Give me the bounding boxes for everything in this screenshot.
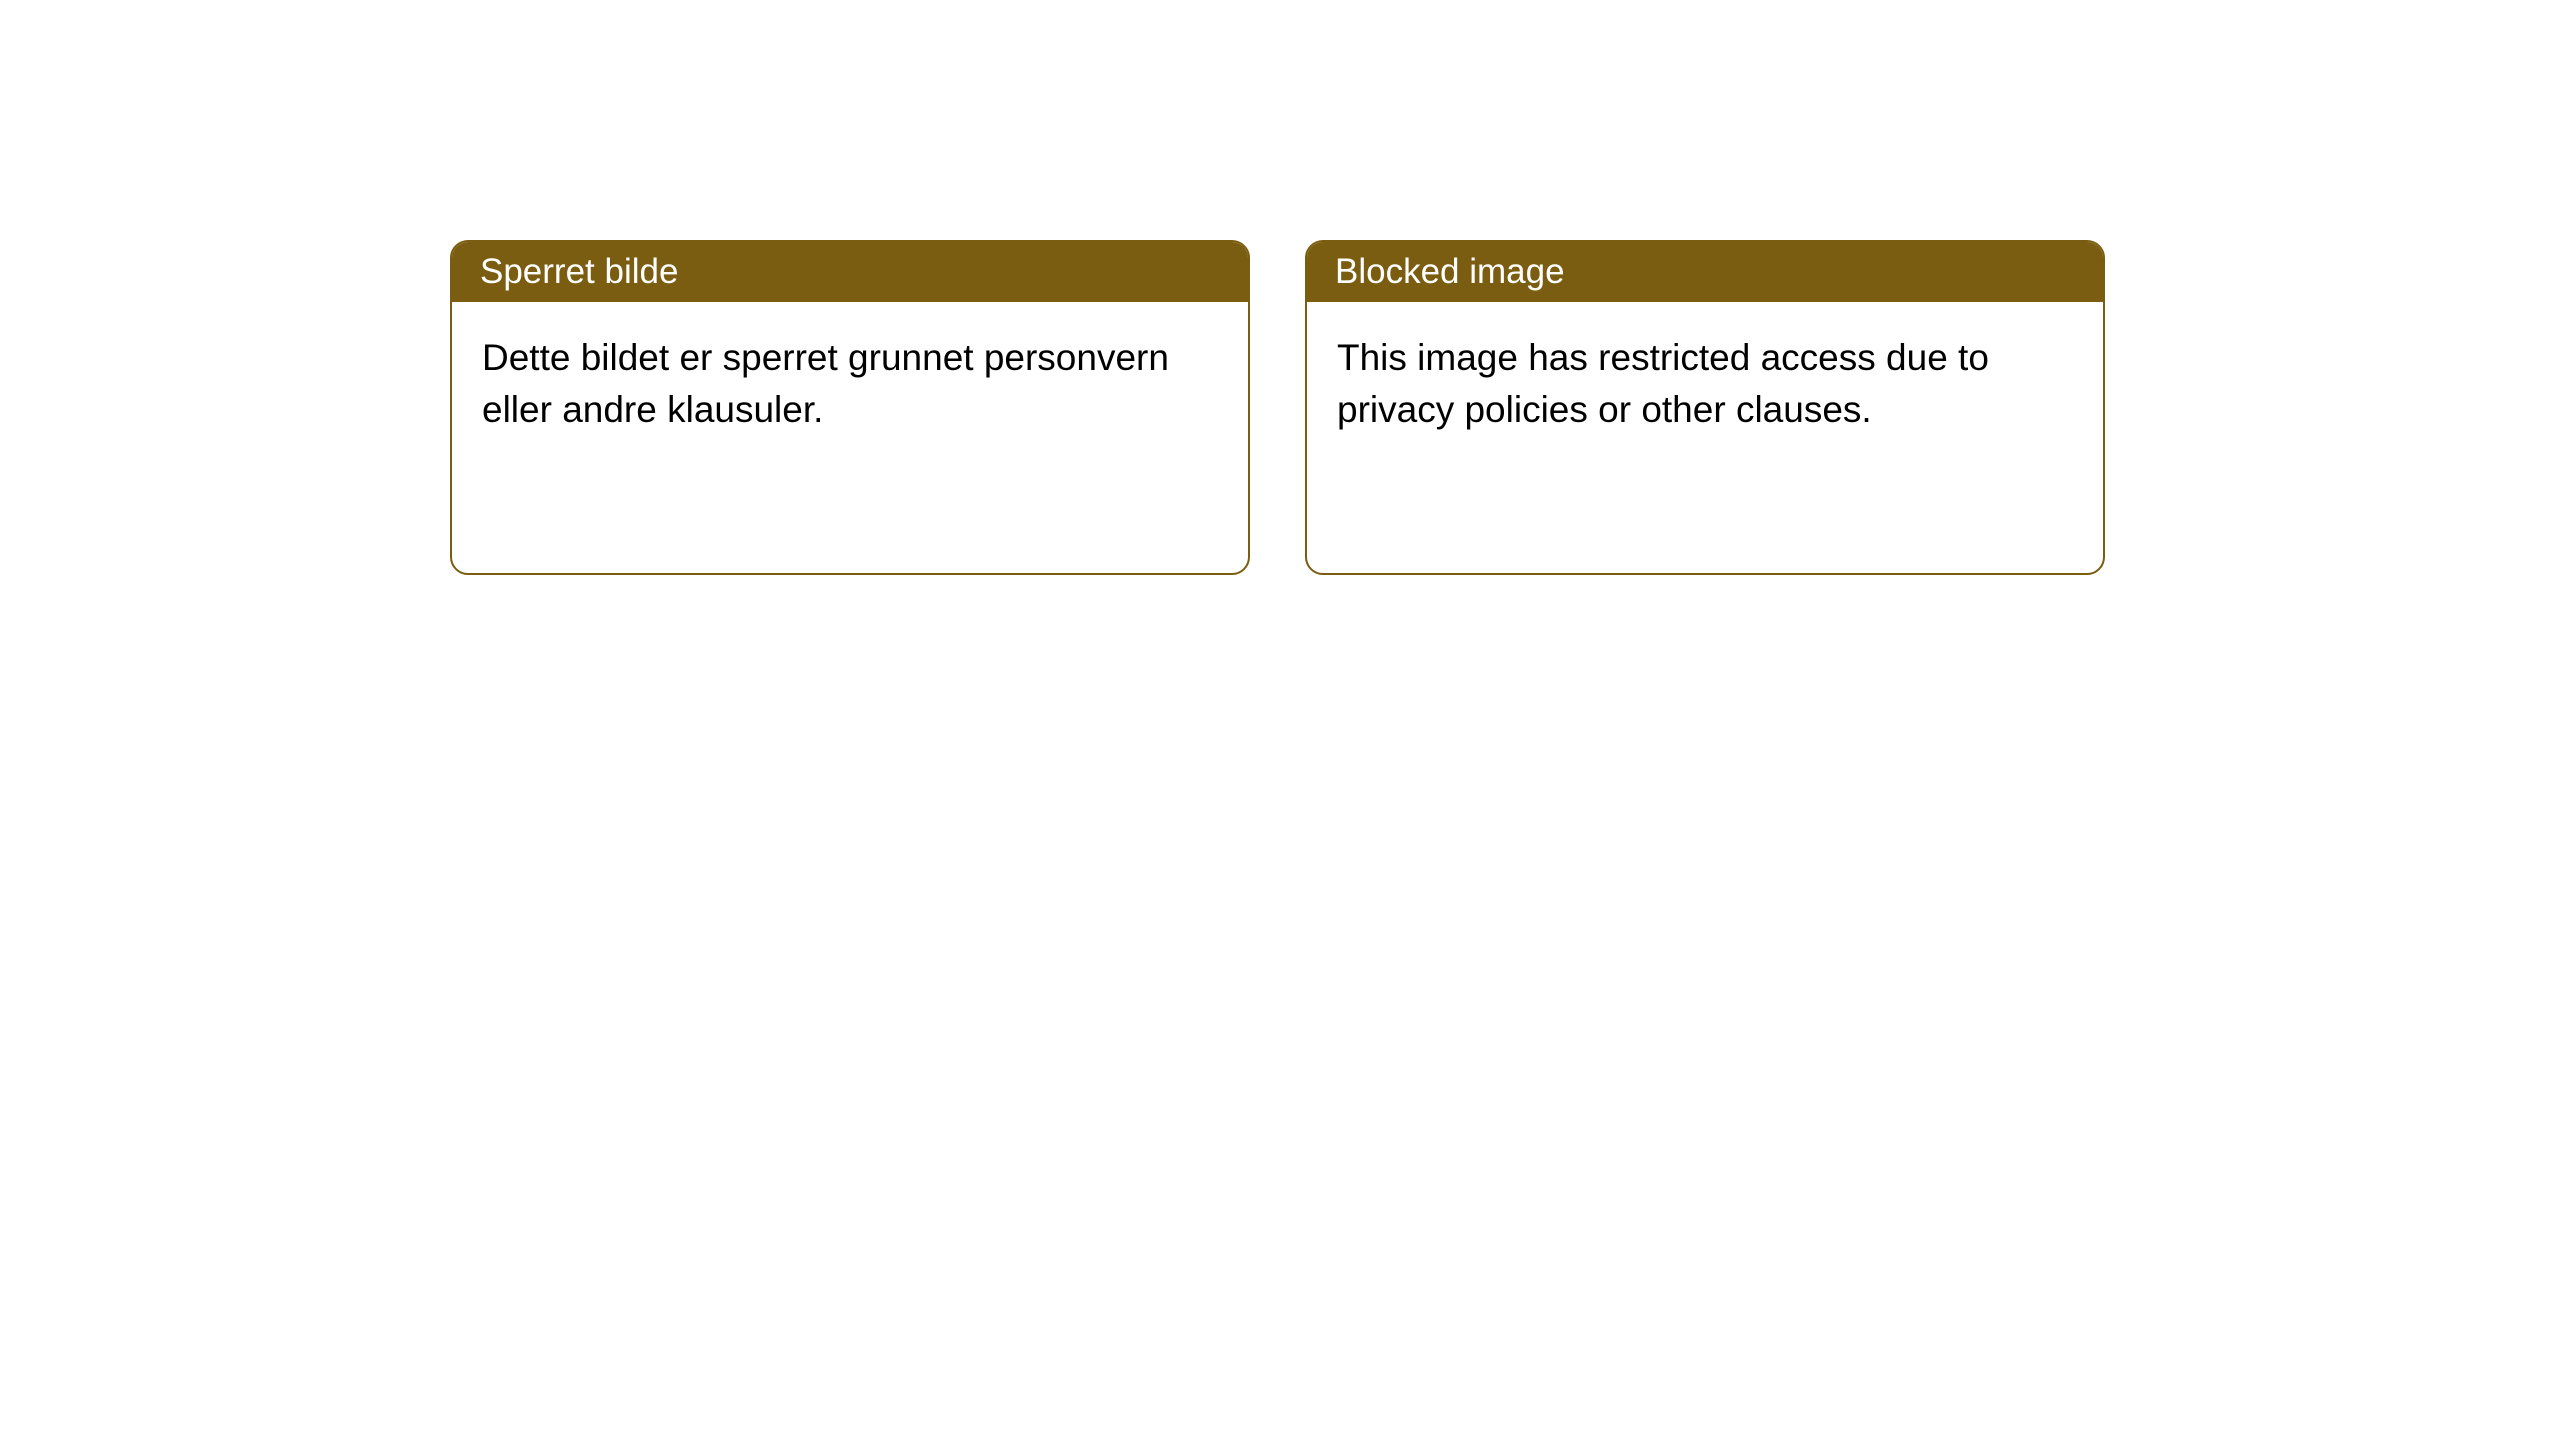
notice-card-english: Blocked image This image has restricted … [1305,240,2105,575]
card-body-text: Dette bildet er sperret grunnet personve… [482,337,1169,430]
card-header-text: Sperret bilde [480,252,678,291]
card-body-text: This image has restricted access due to … [1337,337,1989,430]
notice-card-norwegian: Sperret bilde Dette bildet er sperret gr… [450,240,1250,575]
card-body: Dette bildet er sperret grunnet personve… [452,302,1248,466]
notice-cards-container: Sperret bilde Dette bildet er sperret gr… [450,240,2105,575]
card-header-text: Blocked image [1335,252,1565,291]
card-body: This image has restricted access due to … [1307,302,2103,466]
card-header: Blocked image [1307,242,2103,302]
card-header: Sperret bilde [452,242,1248,302]
